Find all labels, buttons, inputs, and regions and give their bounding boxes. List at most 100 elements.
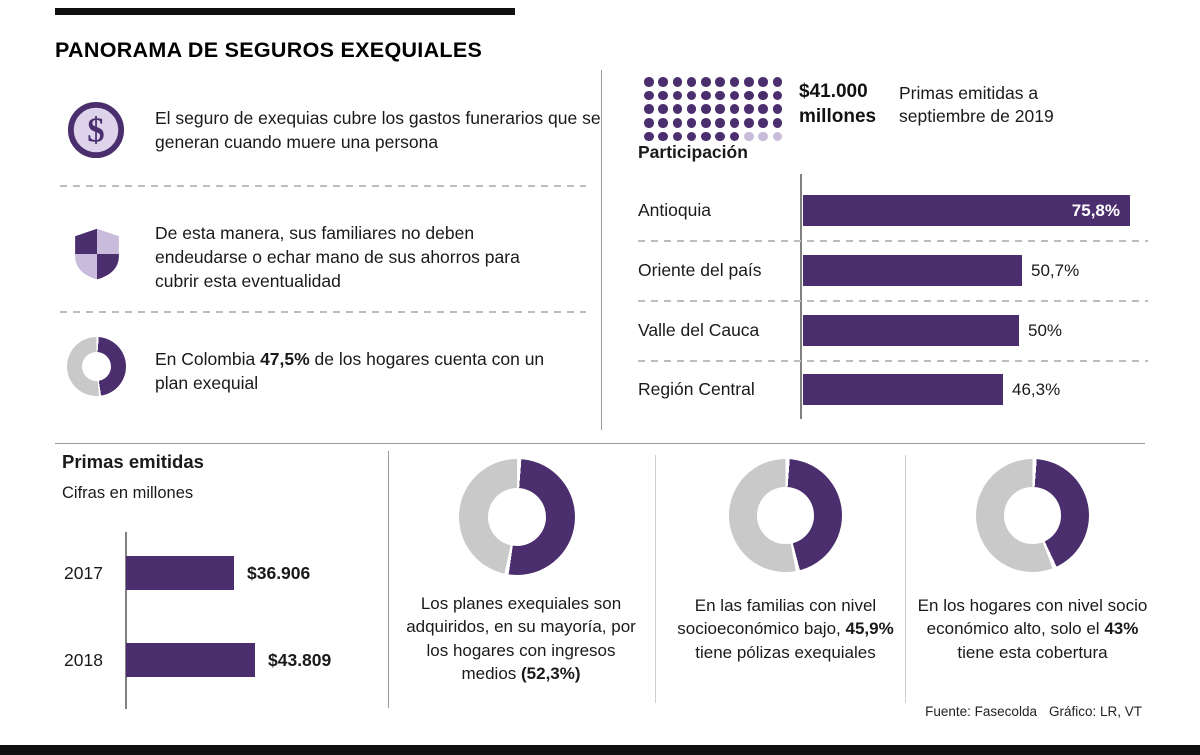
donut-text-ingresos-medios: Los planes exequiales son adquiridos, en… [397,592,645,685]
pictogram-dot-filled [644,131,654,142]
dollar-coin-icon: $ [67,101,125,159]
pictogram-dot-filled [672,131,683,142]
pictogram-dot-filled [744,90,754,101]
dashed-divider [60,185,586,187]
bar-value-label: 50% [1028,320,1063,340]
donut-text-prefix: Los planes exequiales son adquiridos, en… [406,594,636,683]
bar-2018 [126,643,255,677]
pictogram-dot-filled [715,104,725,114]
pictogram-dot-filled [686,131,697,142]
pictogram-dot-light [772,131,783,142]
pictogram-dot-filled [658,77,668,87]
pictogram-dot-filled [686,77,697,87]
pictogram-dot-filled [701,77,711,87]
pictogram-dot-filled [758,118,768,128]
pictogram-dot-filled [686,104,697,114]
pictogram-dot-filled [715,118,725,128]
source-credit: Fuente: Fasecolda Gráfico: LR, VT [925,704,1142,719]
bar-value-label: $36.906 [247,562,311,583]
pictogram-dot-filled [744,104,754,114]
pictogram-dot-filled [644,77,654,87]
intro-text-highlight: 47,5% [260,349,310,369]
source-label: Fuente: Fasecolda [925,704,1037,719]
pictogram-dot-filled [772,118,783,128]
donut-chart-icon [67,337,126,396]
pictogram-dot-filled [672,118,683,128]
credit-label: Gráfico: LR, VT [1048,704,1142,719]
pictogram-dot-filled [701,131,711,142]
vertical-divider [905,455,906,703]
primas-pictogram [644,77,783,142]
pictogram-dot-filled [729,77,740,87]
primas-emitidas-axis [125,532,127,709]
dollar-coin-graphic: $ [67,101,125,159]
donut-text-highlight: (52,3%) [521,663,581,683]
donut-text-nivel-bajo: En las familias con nivel socioeconómico… [664,594,907,664]
participacion-title: Participación [638,142,748,162]
pictogram-dot-filled [658,90,668,101]
dashed-divider [638,240,1148,242]
bar-2017 [126,556,234,590]
intro-text-suffix: de los hogares cuenta con un plan exequi… [155,349,545,394]
bar-value-label: $43.809 [268,649,332,670]
pictogram-dot-filled [658,104,668,114]
page-title: PANORAMA DE SEGUROS EXEQUIALES [55,38,483,62]
bar-region-central [803,374,1003,405]
primas-emitidas-title: Primas emitidas [62,451,204,472]
pictogram-dot-filled [644,104,654,114]
pictogram-dot-filled [744,77,754,87]
pictogram-dot-filled [658,118,668,128]
bar-value-label: 75,8% [1071,200,1120,220]
pictogram-dot-filled [715,131,725,142]
bar-antioquia: 75,8% [803,195,1130,226]
participacion-row-antioquia: Antioquia 75,8% [638,195,1148,226]
donut-text-highlight: 45,9% [845,619,894,639]
pictogram-dot-filled [644,118,654,128]
pictogram-dot-light [744,131,754,142]
donut-text-prefix: En los hogares con nivel socio económico… [917,596,1148,639]
bar-category-label: Antioquia [638,200,711,220]
pictogram-dot-filled [772,77,783,87]
bar-category-label: Valle del Cauca [638,320,760,340]
pictogram-dot-filled [772,90,783,101]
svg-text:$: $ [87,111,104,150]
donut-text-prefix: En las familias con nivel socioeconómico… [677,596,877,639]
pictogram-dot-filled [729,90,740,101]
pictogram-dot-filled [729,104,740,114]
vertical-divider [655,455,656,703]
horizontal-divider [55,443,1145,444]
title-rule [55,8,515,15]
donut-text-highlight: 43% [1104,619,1139,639]
pictogram-dot-filled [758,90,768,101]
bar-value-label: 46,3% [1012,379,1061,399]
pictogram-dot-filled [715,90,725,101]
pictogram-dot-filled [729,118,740,128]
pictogram-dot-filled [772,104,783,114]
dashed-divider [60,311,586,313]
pictogram-dot-light [758,131,768,142]
pictogram-dot-filled [672,90,683,101]
donut-text-nivel-alto: En los hogares con nivel socio económico… [910,594,1155,664]
bottom-rule [0,745,1200,755]
donut-text-suffix: tiene pólizas exequiales [695,642,876,662]
primas-row-2017: 2017 $36.906 [64,556,310,590]
participacion-row-oriente: Oriente del país 50,7% [638,255,1148,286]
donut-nivel-bajo [729,459,842,572]
pictogram-dot-filled [701,90,711,101]
pictogram-dot-filled [744,118,754,128]
pictogram-dot-filled [758,77,768,87]
pictogram-dot-filled [758,104,768,114]
intro-text-family-savings: De esta manera, sus familiares no deben … [155,223,520,292]
intro-text-plan-exequial: En Colombia 47,5% de los hogares cuenta … [155,347,575,395]
primas-emitidas-subtitle: Cifras en millones [62,484,194,502]
vertical-divider [388,451,389,708]
primas-amount-value: $41.000 [799,81,868,102]
primas-row-2018: 2018 $43.809 [64,643,331,677]
donut-text-suffix: tiene esta cobertura [957,642,1108,662]
pictogram-dot-filled [729,131,740,142]
pictogram-dot-filled [644,90,654,101]
pictogram-dot-filled [701,104,711,114]
vertical-divider [601,70,602,430]
bar-value-label: 50,7% [1031,260,1080,280]
